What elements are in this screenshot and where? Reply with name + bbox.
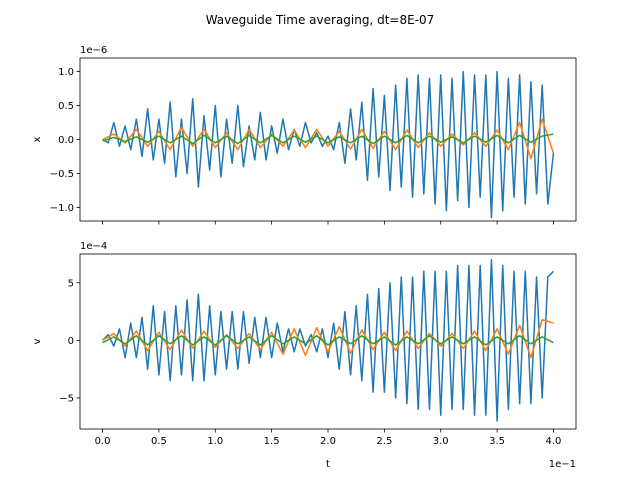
panel-1-y-tick-label: −1.0 [50,203,74,214]
panel-2-x-tick-label: 3.5 [489,436,505,447]
panel-1-y-tick-label: −0.5 [50,169,74,180]
panel-2-x-axis-label: t [326,459,330,470]
panel-2-x-tick-label: 1.0 [207,436,223,447]
panel-1-y-axis-label: x [32,136,43,142]
panel-2-series-2-line [102,318,554,359]
panel-2-series-3-line [102,334,554,346]
panel-1-series-1-line [102,70,555,219]
panel-2-x-tick-label: 4.0 [546,436,562,447]
figure-title: Waveguide Time averaging, dt=8E-07 [206,13,435,27]
panel-1-series-3-line [102,133,554,145]
panel-1-y-tick-label: 0.5 [58,101,74,112]
panel-2-x-tick-label: 2.0 [320,436,336,447]
panel-2-series-1-line [102,259,554,422]
panel-2-x-tick-label: 0.0 [95,436,111,447]
panel-2-x-offset-label: 1e−1 [549,459,576,470]
panel-2-y-offset-label: 1e−4 [80,241,107,252]
panel-2-x-tick-label: 3.0 [433,436,449,447]
panel-1-series-2-line [102,118,555,160]
panel-2-x-tick-label: 1.5 [264,436,280,447]
panel-2-x-tick-label: 0.5 [151,436,167,447]
panel-2-y-tick-label: −5 [59,393,74,404]
panel-1-y-tick-label: 1.0 [58,67,74,78]
panel-2-x-tick-label: 2.5 [376,436,392,447]
panel-2-y-tick-label: 0 [68,336,74,347]
panel-1-y-tick-label: 0.0 [58,135,74,146]
panel-1-y-offset-label: 1e−6 [80,45,107,56]
panel-2-y-axis-label: v [32,338,43,344]
panel-2-y-tick-label: 5 [68,278,74,289]
